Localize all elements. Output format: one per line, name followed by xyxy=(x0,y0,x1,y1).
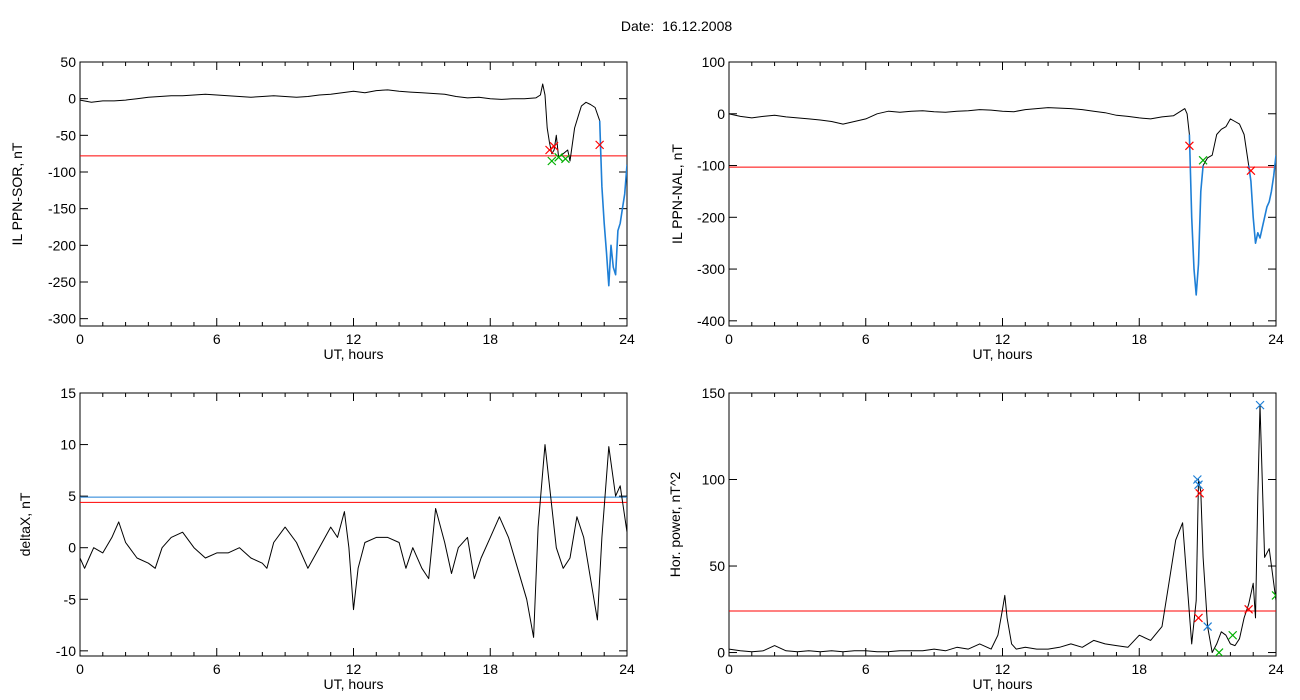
series-line xyxy=(598,120,627,287)
series-line xyxy=(1188,134,1204,296)
y-tick-label: 100 xyxy=(702,54,726,70)
y-tick-label: -400 xyxy=(697,313,725,329)
chart-panel-3: 0 6 12 18 24 15 10 5 0 -5 -10 UT, hours deltaX, nT xyxy=(17,385,635,692)
data-marker xyxy=(554,152,564,162)
y-tick-label: 5 xyxy=(68,488,76,504)
x-axis-label: UT, hours xyxy=(324,676,384,692)
plot-frame xyxy=(728,61,1277,327)
y-tick-label: 100 xyxy=(702,472,726,488)
data-marker xyxy=(595,140,605,150)
chart-panel-1: 0 6 12 18 24 50 0 -50 -100 -150 -200 -250 -300 UT, ho… xyxy=(9,54,635,362)
x-tick-label: 12 xyxy=(346,661,362,677)
x-tick-label: 24 xyxy=(619,661,635,677)
data-marker xyxy=(1244,604,1254,614)
data-marker xyxy=(1198,155,1208,165)
y-tick-label: 0 xyxy=(717,106,725,122)
figure-date-title: Date: 16.12.2008 xyxy=(620,18,733,34)
y-tick-label: -300 xyxy=(697,261,725,277)
y-tick-label: 10 xyxy=(60,437,76,453)
plot-area xyxy=(729,107,1276,296)
y-axis-label: IL PPN-NAL, nT xyxy=(669,144,685,244)
y-tick-label: -150 xyxy=(48,201,76,217)
x-tick-label: 24 xyxy=(619,331,635,347)
data-marker xyxy=(545,145,554,155)
x-tick-label: 12 xyxy=(346,331,362,347)
data-marker xyxy=(1203,622,1213,632)
plot-area xyxy=(80,83,627,287)
data-marker xyxy=(1214,648,1224,656)
y-tick-label: -200 xyxy=(697,209,725,225)
y-tick-label: -200 xyxy=(48,237,76,253)
data-marker xyxy=(1192,475,1202,484)
data-marker xyxy=(1271,591,1276,600)
y-tick-label: -100 xyxy=(48,164,76,180)
x-axis-label: UT, hours xyxy=(324,346,384,362)
series-line xyxy=(80,444,627,638)
y-tick-label: -250 xyxy=(48,274,76,290)
plot-area xyxy=(729,400,1276,656)
series-line xyxy=(729,404,1276,653)
x-tick-label: 6 xyxy=(862,661,870,677)
x-tick-label: 24 xyxy=(1268,331,1284,347)
y-tick-label: 0 xyxy=(68,91,76,107)
y-tick-label: 0 xyxy=(68,540,76,556)
x-tick-label: 0 xyxy=(725,331,733,347)
x-tick-label: 24 xyxy=(1268,661,1284,677)
x-tick-label: 6 xyxy=(213,331,221,347)
y-tick-label: -50 xyxy=(56,127,76,143)
x-tick-label: 12 xyxy=(995,661,1011,677)
x-tick-label: 12 xyxy=(995,331,1011,347)
x-tick-label: 18 xyxy=(1131,331,1147,347)
y-tick-label: 0 xyxy=(717,645,725,661)
y-tick-label: -5 xyxy=(64,591,77,607)
y-axis-label: Hor. power, nT^2 xyxy=(667,472,683,578)
y-tick-label: -10 xyxy=(56,643,76,659)
x-tick-label: 0 xyxy=(76,661,84,677)
series-line xyxy=(80,83,601,162)
data-marker xyxy=(1255,400,1265,410)
plot-frame xyxy=(728,392,1277,657)
x-tick-label: 0 xyxy=(76,331,84,347)
data-marker xyxy=(547,156,557,166)
data-marker xyxy=(1194,613,1203,623)
plot-frame xyxy=(79,392,628,657)
y-tick-label: 50 xyxy=(60,54,76,70)
x-tick-label: 18 xyxy=(1131,661,1147,677)
x-axis-label: UT, hours xyxy=(973,346,1033,362)
x-tick-label: 0 xyxy=(725,661,733,677)
data-marker xyxy=(549,141,559,151)
data-marker xyxy=(1184,141,1194,151)
y-axis-label: IL PPN-SOR, nT xyxy=(9,142,25,245)
series-line xyxy=(1247,155,1276,244)
data-marker xyxy=(1194,480,1203,490)
series-line xyxy=(729,107,1190,135)
chart-panel-4: 0 6 12 18 24 150 100 50 0 UT, hours Hor. power, nT… xyxy=(667,385,1284,692)
y-tick-label: -300 xyxy=(48,311,76,327)
x-tick-label: 6 xyxy=(213,661,221,677)
data-marker xyxy=(561,154,570,164)
x-tick-label: 6 xyxy=(862,331,870,347)
x-tick-label: 18 xyxy=(482,661,498,677)
plot-area xyxy=(80,444,627,638)
y-tick-label: 15 xyxy=(60,385,76,401)
y-tick-label: 50 xyxy=(709,558,725,574)
y-axis-label: deltaX, nT xyxy=(17,492,33,556)
series-line xyxy=(1202,118,1250,166)
y-tick-label: 150 xyxy=(702,385,726,401)
data-marker xyxy=(1228,630,1238,640)
x-tick-label: 18 xyxy=(482,331,498,347)
chart-panel-2: 0 6 12 18 24 100 0 -100 -200 -300 -400 UT, hours IL … xyxy=(669,54,1284,362)
data-marker xyxy=(1195,488,1205,498)
y-tick-label: -100 xyxy=(697,158,725,174)
data-marker xyxy=(1246,166,1256,176)
x-axis-label: UT, hours xyxy=(973,676,1033,692)
